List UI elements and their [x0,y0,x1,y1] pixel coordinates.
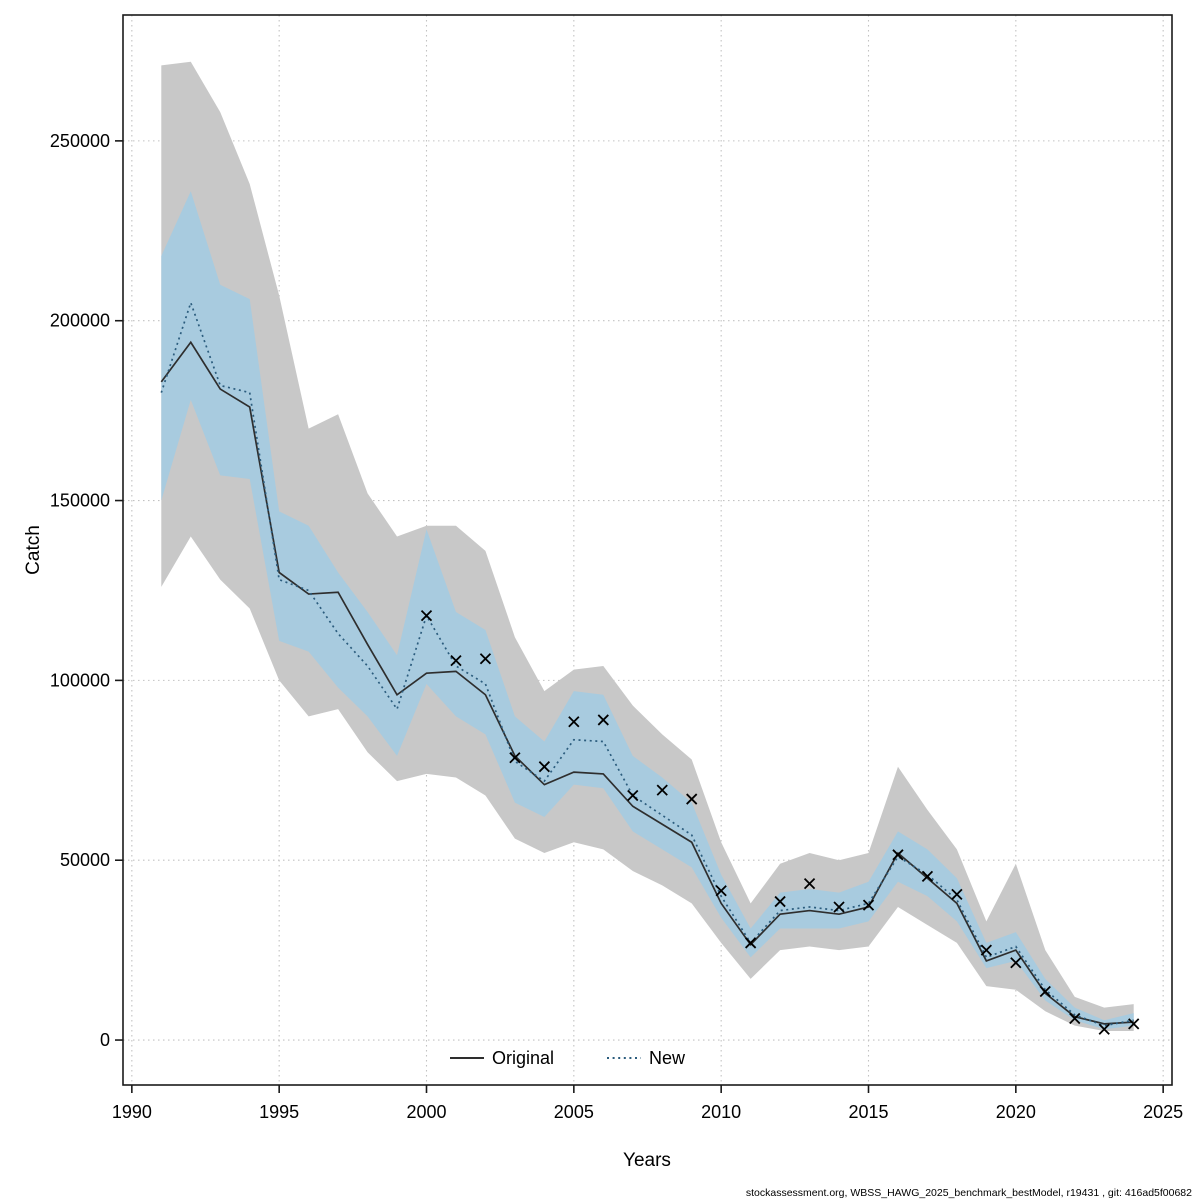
x-tick-label: 1995 [259,1102,299,1122]
plot-border [122,14,1173,1086]
series-lines [160,300,1134,1027]
observed-catch-x-marker [450,654,462,667]
x-tick-label: 2000 [406,1102,446,1122]
x-tick-label: 1990 [112,1102,152,1122]
y-tick-label: 200000 [50,311,110,331]
observed-catch-x-marker [862,899,875,911]
observed-catch-markers [420,610,1140,1035]
observed-catch-x-marker [744,937,757,949]
observed-catch-x-marker [892,849,904,861]
observed-catch-x-marker [627,789,639,802]
original-confidence-band [161,61,1134,1032]
observed-catch-x-marker [1069,1012,1081,1025]
x-tick-label: 2005 [554,1102,594,1122]
observed-catch-x-marker [509,752,521,764]
x-tick-label: 2015 [848,1102,888,1122]
observed-catch-x-marker [921,870,934,883]
observed-catch-x-marker [420,610,433,622]
observed-catch-x-marker [980,944,992,956]
new-confidence-band [161,191,1134,1030]
observed-catch-x-marker [686,793,698,805]
observed-catch-x-marker [568,716,580,728]
observed-catch-x-marker [1098,1023,1110,1035]
confidence-bands [161,61,1134,1032]
observed-catch-x-marker [656,784,668,796]
observed-catch-x-marker [538,761,551,773]
y-tick-label: 100000 [50,670,110,690]
observed-catch-x-marker [951,888,963,901]
observed-catch-x-marker [715,885,727,897]
y-axis-title: Catch [23,525,44,575]
y-tick-label: 150000 [50,491,110,511]
x-axis-title: Years [623,1150,671,1171]
observed-catch-x-marker [833,901,845,913]
observed-catch-x-marker [1128,1018,1140,1030]
observed-catch-x-marker [597,714,609,726]
original-line [160,340,1134,1025]
observed-catch-x-marker [1039,985,1051,998]
x-tick-label: 2020 [996,1102,1036,1122]
y-tick-label: 250000 [50,131,110,151]
x-tick-label: 2025 [1143,1102,1183,1122]
y-tick-label: 0 [100,1030,110,1050]
observed-catch-x-marker [1010,957,1022,969]
observed-catch-x-marker [479,653,492,665]
axes-frame [115,14,1173,1093]
y-tick-label: 50000 [60,850,110,870]
legend-original-label: Original [492,1048,554,1068]
legend-new-label: New [649,1048,686,1068]
legend: Original New [450,1048,686,1068]
footer-attribution: stockassessment.org, WBSS_HAWG_2025_benc… [746,1187,1192,1199]
x-tick-label: 2010 [701,1102,741,1122]
observed-catch-x-marker [803,877,816,890]
new-line [160,300,1134,1027]
observed-catch-x-marker [774,895,786,908]
tick-labels: 1990 1995 2000 2005 2010 2015 2020 2025 0 50000 10… [50,131,1183,1122]
